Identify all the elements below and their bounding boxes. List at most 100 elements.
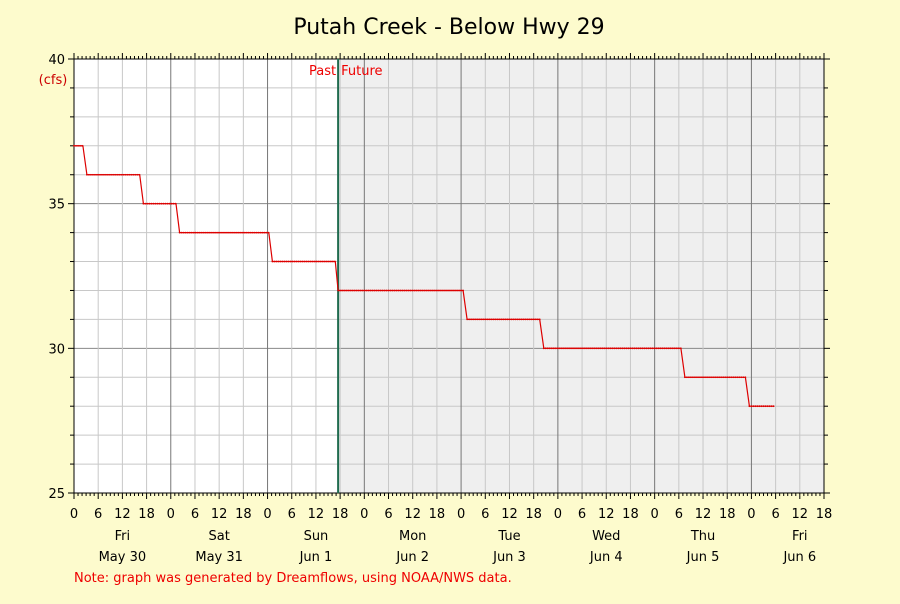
flow-data-point	[351, 289, 354, 292]
flow-data-point	[182, 231, 185, 234]
flow-data-point	[456, 289, 458, 292]
flow-data-point	[79, 144, 81, 147]
flow-data-point	[550, 347, 553, 350]
flow-data-point	[186, 231, 189, 234]
x-date-label: Jun 1	[299, 550, 333, 565]
flow-data-point	[227, 231, 229, 234]
flow-data-point	[498, 318, 501, 321]
flow-data-point	[458, 289, 460, 292]
flow-data-point	[317, 260, 320, 263]
x-hour-label: 0	[651, 507, 659, 522]
flow-data-point	[297, 260, 300, 263]
flow-data-point	[462, 289, 465, 292]
flow-data-point	[122, 173, 125, 176]
flow-data-point	[734, 376, 737, 379]
flow-data-point	[204, 231, 207, 234]
flow-data-point	[275, 260, 278, 263]
x-hour-label: 6	[94, 507, 102, 522]
flow-data-point	[663, 347, 666, 350]
flow-data-point	[617, 347, 620, 350]
flow-data-point	[136, 173, 139, 176]
x-hour-label: 0	[457, 507, 465, 522]
flow-data-point	[190, 231, 193, 234]
flow-data-point	[239, 231, 242, 234]
flow-data-point	[395, 289, 398, 292]
flow-data-point	[524, 318, 527, 321]
flow-data-point	[589, 347, 592, 350]
flow-data-point	[245, 231, 248, 234]
flow-data-point	[411, 289, 414, 292]
flow-data-point	[289, 260, 292, 263]
x-hour-label: 0	[360, 507, 368, 522]
x-hour-label: 12	[695, 507, 712, 522]
flow-data-point	[530, 318, 533, 321]
flow-data-point	[607, 347, 610, 350]
flow-data-point	[637, 347, 640, 350]
flow-data-point	[770, 405, 773, 408]
flow-data-point	[279, 260, 282, 263]
x-hour-label: 12	[308, 507, 325, 522]
flow-data-point	[192, 231, 195, 234]
x-weekday-label: Wed	[592, 529, 620, 544]
flow-data-point	[567, 347, 569, 350]
flow-data-point	[403, 289, 406, 292]
flow-data-point	[178, 231, 181, 234]
flow-data-point	[253, 231, 256, 234]
x-hour-label: 18	[622, 507, 639, 522]
flow-data-point	[744, 376, 747, 379]
flow-data-point	[243, 231, 246, 234]
flow-data-point	[281, 260, 284, 263]
flow-data-point	[148, 202, 151, 205]
x-hour-label: 18	[816, 507, 833, 522]
flow-data-point	[436, 289, 438, 292]
flow-data-point	[96, 173, 98, 176]
flow-data-point	[645, 347, 648, 350]
flow-data-point	[184, 231, 187, 234]
flow-data-point	[752, 405, 755, 408]
flow-data-point	[738, 376, 741, 379]
flow-data-point	[581, 347, 583, 350]
flow-data-point	[466, 318, 469, 321]
flow-data-point	[142, 202, 145, 205]
flow-data-point	[726, 376, 729, 379]
flow-data-point	[766, 405, 769, 408]
flow-data-point	[385, 289, 388, 292]
flow-data-point	[126, 173, 129, 176]
plot-area: 25 30 35 40 0 6 12 18 0 6 12 18 0 6 12 18 0 6 12 18 0 6 12 18 0 6…	[48, 53, 832, 565]
flow-data-point	[758, 405, 761, 408]
flow-data-point	[164, 202, 167, 205]
flow-data-point	[429, 289, 432, 292]
flow-data-point	[442, 289, 444, 292]
flow-data-point	[470, 318, 473, 321]
flow-data-point	[73, 144, 75, 147]
x-date-label: Jun 3	[492, 550, 526, 565]
flow-data-point	[768, 405, 771, 408]
flow-data-point	[94, 173, 96, 176]
flow-data-point	[619, 347, 622, 350]
flow-data-point	[700, 376, 702, 379]
flow-data-point	[714, 376, 717, 379]
flow-data-point	[194, 231, 197, 234]
flow-data-point	[528, 318, 531, 321]
flow-data-point	[257, 231, 260, 234]
flow-data-point	[569, 347, 571, 350]
flow-data-point	[120, 173, 123, 176]
flow-data-point	[88, 173, 90, 176]
flow-data-point	[375, 289, 378, 292]
flow-data-point	[391, 289, 394, 292]
flow-data-point	[427, 289, 430, 292]
flow-data-point	[341, 289, 344, 292]
x-date-label: Jun 2	[395, 550, 429, 565]
flow-data-point	[683, 376, 686, 379]
flow-data-point	[548, 347, 551, 350]
x-hour-label: 6	[578, 507, 586, 522]
flow-data-point	[106, 173, 108, 176]
flow-data-point	[180, 231, 183, 234]
flow-data-point	[732, 376, 735, 379]
flow-data-point	[339, 289, 342, 292]
flow-data-point	[128, 173, 131, 176]
y-tick-label: 40	[48, 53, 65, 68]
flow-data-point	[229, 231, 231, 234]
x-hour-label: 12	[501, 507, 518, 522]
